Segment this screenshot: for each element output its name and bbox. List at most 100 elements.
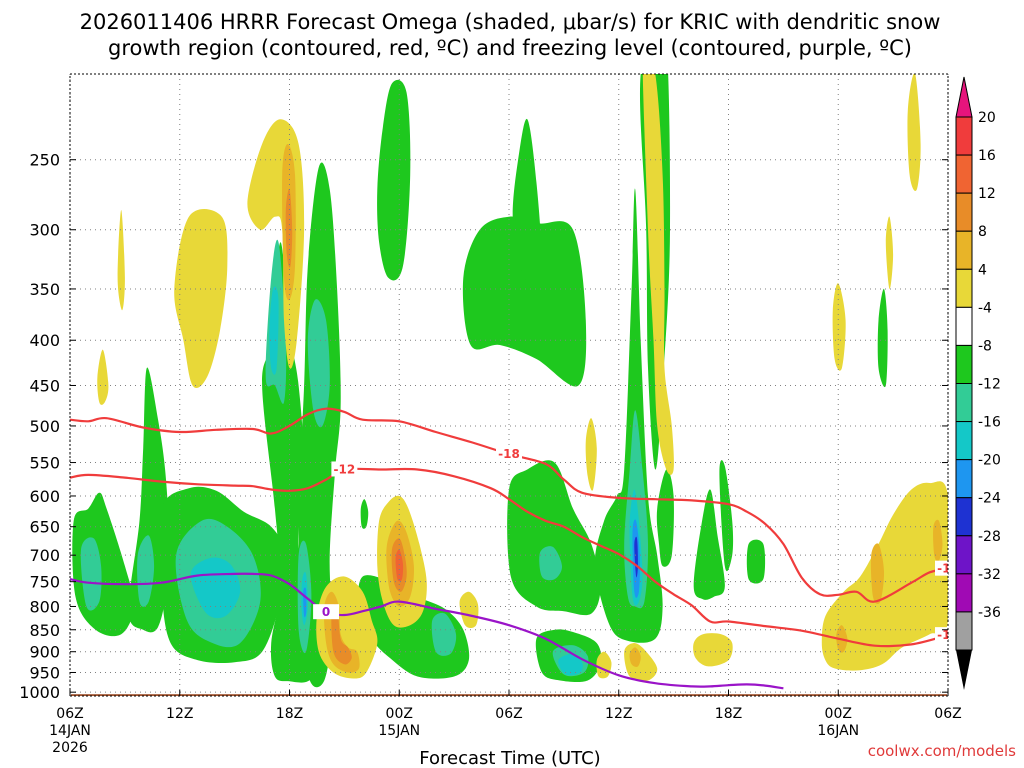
shade-cyan-main-body [190, 557, 241, 619]
shade-yellow-big-upper-west [174, 209, 228, 389]
colorbar-label-7: -12 [978, 377, 1001, 393]
colorbar-label-10: -24 [978, 491, 1001, 507]
shade-green-1630Z-low [719, 460, 734, 572]
shade-orange-1230Z-low [629, 647, 641, 667]
shade-green-0630Z-block [507, 460, 601, 616]
colorbar-segment-8 [955, 421, 973, 461]
contour-line--18 [70, 407, 948, 603]
shade-green-16Z [693, 489, 725, 600]
y-tick-label-450: 450 [29, 376, 60, 395]
colorbar-label-11: -28 [978, 529, 1001, 545]
shade-yellow-03Z-small [459, 591, 479, 628]
contour-line--12 [70, 467, 948, 648]
shade-green-03Z-upper [462, 216, 587, 387]
y-tick-label-900: 900 [29, 643, 60, 662]
shade-green-06Z-top [512, 118, 542, 289]
shade-teal-left-middle [137, 535, 155, 607]
y-tick-label-650: 650 [29, 518, 60, 537]
chart-title-line-2: growth region (contoured, red, ºC) and f… [108, 36, 912, 60]
colorbar-label-3: 8 [978, 224, 987, 240]
colorbar-segment-5 [955, 306, 973, 346]
x-tick-label-18-0: 00Z [386, 706, 413, 722]
contour-label--18-1: -18 [937, 562, 959, 576]
y-tick-label-700: 700 [29, 546, 60, 565]
contour-label-bg--18-0 [496, 446, 522, 462]
shade-yellow-21Z-top [907, 74, 921, 192]
y-tick-label-750: 750 [29, 573, 60, 592]
shade-green-19Z-east [877, 288, 888, 388]
shade-teal-00Z-lower [431, 612, 457, 656]
colorbar-segment-3 [955, 230, 973, 270]
y-tick-label-300: 300 [29, 221, 60, 240]
x-tick-label-12-0: 18Z [276, 706, 303, 722]
colorbar-label-9: -20 [978, 453, 1001, 469]
x-tick-label-18-1: 15JAN [378, 723, 420, 739]
x-tick-label-0-2: 2026 [52, 740, 88, 756]
shade-yellow-small-0600 [97, 349, 109, 405]
y-tick-label-800: 800 [29, 597, 60, 616]
colorbar-segment-9 [955, 459, 973, 499]
y-tick-label-400: 400 [29, 331, 60, 350]
contour-line-0 [70, 572, 784, 690]
y-tick-label-600: 600 [29, 487, 60, 506]
x-tick-label-42-0: 00Z [825, 706, 852, 722]
colorbar-segment-13 [955, 611, 973, 651]
colorbar-segment-2 [955, 192, 973, 232]
colorbar-segment-4 [955, 268, 973, 308]
shade-cyan-09Z-low [558, 653, 583, 676]
shade-yellow-10Z [585, 418, 597, 491]
colorbar-label-2: 12 [978, 186, 996, 202]
x-tick-label-42-1: 16JAN [817, 723, 859, 739]
shade-yellow-00Z-16JAN-upper [832, 283, 846, 371]
x-tick-label-0-0: 06Z [56, 706, 83, 722]
y-tick-label-350: 350 [29, 280, 60, 299]
contour-label-bg-0-0 [313, 604, 340, 620]
shade-yellow-1630Z-low [693, 633, 733, 667]
colorbar: 20 16 12 8 4 -4 -8 -12 -16 -20 -24 -28 -32 -36 [955, 76, 1001, 690]
y-tick-label-850: 850 [29, 621, 60, 640]
colorbar-segment-12 [955, 573, 973, 613]
colorbar-segment-10 [955, 497, 973, 537]
x-tick-label-24-0: 06Z [495, 706, 522, 722]
colorbar-segment-6 [955, 344, 973, 384]
colorbar-label-1: 16 [978, 148, 996, 164]
colorbar-segment-11 [955, 535, 973, 575]
shade-red-00Z-column [395, 549, 404, 582]
colorbar-segment-0 [955, 116, 973, 156]
colorbar-segment-1 [955, 154, 973, 194]
shade-yellow-0800 [117, 210, 125, 311]
colorbar-label-13: -36 [978, 605, 1001, 621]
y-tick-label-1000: 1000 [19, 683, 60, 702]
contour-label-bg--18-1 [935, 560, 948, 576]
x-tick-label-30-0: 12Z [605, 706, 632, 722]
shade-yellow-21Z-small [885, 216, 894, 290]
contour-label-bg--12-1 [935, 627, 948, 643]
contour-label-0-0: 0 [322, 605, 330, 619]
shade-green-250-column [377, 79, 411, 281]
contour-label--12-1: -12 [937, 628, 959, 642]
y-tick-label-950: 950 [29, 663, 60, 682]
x-tick-label-36-0: 18Z [715, 706, 742, 722]
shade-yellow-16JAN-blob [821, 481, 948, 671]
colorbar-label-8: -16 [978, 415, 1001, 431]
colorbar-label-0: 20 [978, 110, 996, 126]
y-tick-label-550: 550 [29, 454, 60, 473]
shade-yellow-14Z-column [642, 74, 674, 475]
shade-cyan-19Z-tower-top [269, 286, 279, 375]
colorbar-segment-7 [955, 383, 973, 423]
x-tick-label-48-0: 06Z [934, 706, 961, 722]
shade-teal-19Z-lower [307, 299, 330, 428]
x-tick-label-6-0: 12Z [166, 706, 193, 722]
shade-orange-05Z-16JAN [933, 519, 943, 562]
colorbar-label-4: 4 [978, 262, 987, 278]
x-axis-label: Forecast Time (UTC) [419, 748, 600, 768]
contour-label-bg--12-0 [331, 461, 358, 477]
chart-title-line-1: 2026011406 HRRR Forecast Omega (shaded, … [80, 10, 941, 34]
colorbar-bottom-arrow [956, 650, 972, 690]
shade-teal-0630Z [539, 546, 563, 581]
shade-green-15Z [656, 469, 674, 567]
colorbar-label-12: -32 [978, 567, 1001, 583]
credit-link[interactable]: coolwx.com/models [868, 742, 1016, 760]
